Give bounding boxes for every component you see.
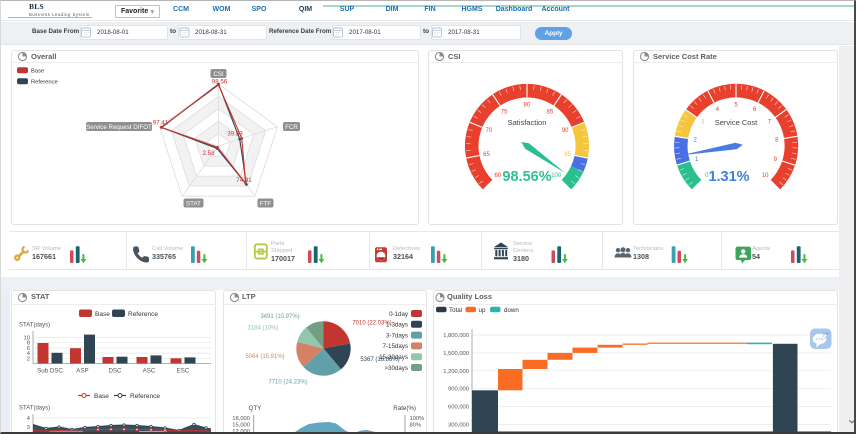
svg-text:95: 95 [564,152,571,158]
svg-text:DSC: DSC [108,368,122,375]
svg-text:>30days: >30days [384,365,408,372]
svg-text:STAT(days): STAT(days) [19,323,50,329]
svg-text:1,200,000: 1,200,000 [443,369,469,375]
svg-text:12,000: 12,000 [232,429,250,434]
svg-text:STAT(days): STAT(days) [19,406,50,412]
svg-text:10: 10 [762,173,769,179]
svg-text:1: 1 [695,157,699,163]
svg-text:Reference: Reference [128,311,158,318]
svg-text:FCR: FCR [285,124,298,131]
svg-text:98.56: 98.56 [212,79,228,86]
svg-text:3-7days: 3-7days [386,332,408,339]
svg-text:75: 75 [501,110,508,116]
svg-text:Satisfaction: Satisfaction [508,118,547,127]
svg-text:4: 4 [716,107,720,113]
svg-text:60: 60 [494,173,501,179]
svg-text:6: 6 [27,346,30,352]
svg-text:2: 2 [694,138,698,144]
svg-text:Rate(%): Rate(%) [393,405,416,412]
svg-text:80: 80 [524,103,531,109]
svg-text:2: 2 [27,356,30,362]
svg-text:39.53: 39.53 [227,131,243,138]
svg-text:5064 (15.91%): 5064 (15.91%) [245,354,284,360]
svg-text:Service Cost: Service Cost [715,118,758,127]
svg-text:15-30days: 15-30days [379,354,408,361]
svg-text:1.31%: 1.31% [708,169,749,185]
svg-text:7: 7 [768,120,772,126]
svg-text:65: 65 [483,152,490,158]
svg-text:10: 10 [24,336,30,342]
svg-text:100%: 100% [410,416,425,422]
svg-text:STAT: STAT [186,200,201,207]
svg-text:600,000: 600,000 [448,405,469,411]
svg-text:7010 (22.03%): 7010 (22.03%) [352,321,391,327]
svg-text:Sub DSC: Sub DSC [37,368,63,375]
svg-text:Base: Base [94,393,109,400]
svg-text:2.58: 2.58 [202,150,215,157]
svg-text:18,000: 18,000 [232,416,250,422]
svg-text:7710 (24.23%): 7710 (24.23%) [268,380,307,386]
svg-text:74.41: 74.41 [236,177,252,184]
svg-text:6: 6 [753,107,757,113]
svg-text:7-15days: 7-15days [383,343,408,350]
svg-text:5: 5 [734,103,738,109]
svg-text:5367 (16.86%): 5367 (16.86%) [360,357,399,363]
svg-text:CSI: CSI [213,71,224,78]
svg-text:98.56%: 98.56% [502,169,551,185]
svg-text:15,000: 15,000 [232,423,250,429]
svg-text:1-3days: 1-3days [386,322,408,329]
svg-text:0: 0 [705,173,709,179]
svg-text:Base: Base [95,311,110,318]
svg-text:0-1day: 0-1day [389,311,409,318]
svg-text:85: 85 [547,110,554,116]
svg-text:70: 70 [485,128,492,134]
svg-text:Base: Base [31,69,44,75]
svg-text:Service Request DIFOT: Service Request DIFOT [86,124,152,131]
svg-text:3184 (10%): 3184 (10%) [247,326,278,332]
svg-text:up: up [479,307,486,314]
svg-text:ESC: ESC [177,368,190,375]
svg-text:Reference: Reference [130,393,160,400]
svg-text:100: 100 [551,173,562,179]
svg-text:3491 (10.97%): 3491 (10.97%) [260,314,299,320]
svg-text:Reference: Reference [31,80,58,86]
svg-text:8: 8 [27,341,30,347]
svg-text:97.41: 97.41 [153,120,169,127]
svg-text:4: 4 [27,416,31,422]
svg-text:3: 3 [701,120,705,126]
svg-text:300,000: 300,000 [448,423,469,429]
svg-text:8: 8 [775,138,779,144]
svg-text:1,800,000: 1,800,000 [443,333,469,339]
svg-text:Total: Total [449,307,462,314]
svg-text:QTY: QTY [249,405,262,412]
svg-text:down: down [504,307,519,314]
svg-text:ASC: ASC [143,368,156,375]
svg-text:80%: 80% [410,423,422,429]
svg-text:3: 3 [27,425,30,431]
svg-text:900,000: 900,000 [448,387,469,393]
svg-text:1,500,000: 1,500,000 [443,351,469,357]
svg-text:FTF: FTF [260,200,272,207]
svg-text:ASP: ASP [76,368,88,375]
svg-text:9: 9 [774,157,778,163]
svg-text:4: 4 [27,351,31,357]
svg-text:90: 90 [562,128,569,134]
